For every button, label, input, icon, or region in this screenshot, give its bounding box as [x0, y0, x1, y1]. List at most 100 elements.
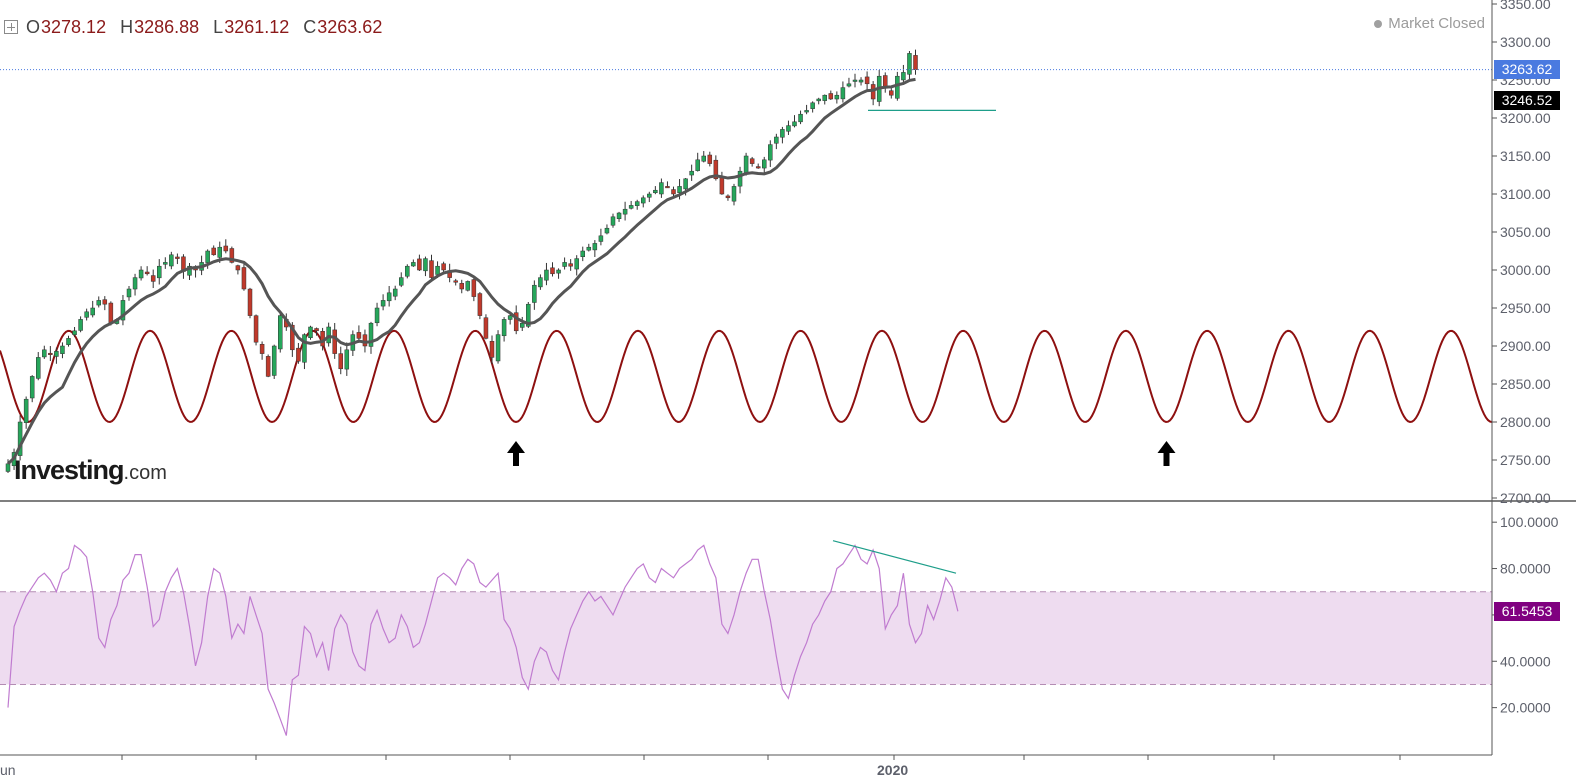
brand-logo: Investing .com [14, 455, 167, 486]
candle-body [84, 311, 89, 318]
candle-body [247, 288, 253, 316]
candle-body [423, 258, 428, 272]
rsi-line [7, 544, 959, 736]
candle-body [604, 227, 610, 234]
candle-body [544, 269, 549, 281]
candle-body [495, 334, 501, 362]
rsi-tick-label: 100.0000 [1500, 514, 1559, 530]
candle-body [568, 263, 573, 267]
open-label: O [26, 16, 41, 37]
candle-body [326, 326, 331, 344]
candle-body [265, 356, 271, 377]
close-value: 3263.62 [317, 16, 383, 37]
candle-body [308, 326, 313, 339]
candle-body [271, 345, 277, 376]
candle-body [157, 265, 162, 279]
candle-body [78, 319, 83, 331]
candle-body [54, 351, 59, 357]
candle-body [562, 262, 567, 267]
candle-body [828, 93, 834, 100]
candle-body [725, 195, 731, 199]
open-value: 3278.12 [41, 16, 107, 37]
candle-body [362, 334, 368, 347]
candle-body [144, 271, 150, 275]
candle-body [29, 376, 35, 399]
candle-body [701, 155, 706, 162]
candle-body [901, 72, 906, 81]
candle-body [743, 155, 749, 175]
price-tick-label: 2750.00 [1500, 452, 1551, 468]
candle-body [296, 347, 301, 362]
brand-name: Investing [14, 455, 125, 485]
candle-body [671, 189, 676, 195]
price-tick-label: 3150.00 [1500, 148, 1551, 164]
candle-body [762, 159, 767, 169]
price-tick-label: 2850.00 [1500, 376, 1551, 392]
candle-body [526, 303, 531, 327]
candle-body [169, 254, 174, 267]
candle-body [126, 288, 132, 298]
candle-body [755, 166, 761, 169]
price-tick-label: 3100.00 [1500, 186, 1551, 202]
expand-icon[interactable] [4, 20, 18, 34]
time-tick-label: 2020 [877, 762, 908, 778]
up-arrow-shape [1157, 441, 1176, 466]
moving-average-line [6, 77, 916, 465]
candle-body [489, 340, 495, 358]
candle-body [278, 315, 283, 350]
candle-body [380, 300, 386, 307]
price-tick-label: 3200.00 [1500, 110, 1551, 126]
candle-body [513, 312, 519, 332]
candle-body [846, 83, 852, 87]
status-dot-icon [1374, 19, 1383, 28]
candle-body [477, 293, 483, 316]
candle-body [42, 349, 47, 358]
candle-body [634, 201, 640, 206]
candle-body [205, 250, 210, 263]
candle-body [368, 322, 374, 347]
market-status: Market Closed [1374, 15, 1485, 32]
high-value: 3286.88 [134, 16, 200, 37]
candle-body [677, 186, 682, 193]
candle-body [520, 322, 525, 328]
candle-body [338, 353, 343, 370]
candle-body [132, 277, 138, 290]
price-tick-label: 2800.00 [1500, 414, 1551, 430]
candle-body [102, 299, 108, 305]
candle-body [737, 170, 743, 187]
up-arrow-icon [507, 441, 525, 466]
candle-body [386, 292, 392, 302]
candle-body [647, 193, 652, 198]
candle-body [628, 205, 634, 209]
low-value: 3261.12 [224, 16, 290, 37]
rsi-value-tag: 61.5453 [1494, 601, 1560, 621]
candle-body [223, 245, 229, 252]
candle-body [392, 288, 398, 297]
candle-body [23, 398, 29, 423]
candle-body [707, 154, 713, 164]
price-tick-label: 2900.00 [1500, 338, 1551, 354]
candle-body [840, 87, 846, 100]
candle-body [574, 258, 579, 270]
candle-body [659, 182, 664, 195]
candle-body [913, 55, 918, 70]
candle-body [72, 330, 77, 335]
candle-body [719, 177, 725, 195]
candle-body [731, 186, 737, 202]
candle-body [483, 317, 489, 339]
candle-body [556, 269, 561, 274]
candle-body [399, 277, 404, 286]
rsi-trendline [832, 540, 957, 574]
candle-body [163, 262, 168, 265]
candle-body [417, 258, 422, 271]
candle-body [235, 265, 241, 271]
candle-body [592, 243, 598, 251]
price-tick-label: 3300.00 [1500, 34, 1551, 50]
candle-body [241, 267, 247, 290]
candle-body [302, 334, 307, 363]
candle-body [108, 302, 114, 324]
candle-body [90, 307, 95, 316]
candle-body [471, 279, 477, 297]
candle-body [5, 463, 11, 472]
